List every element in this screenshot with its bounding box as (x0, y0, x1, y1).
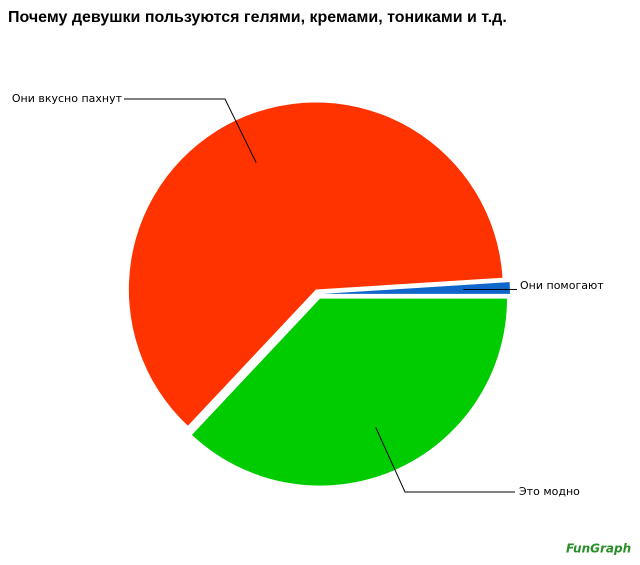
leader-line (375, 427, 515, 493)
pie-slice (322, 282, 510, 294)
slice-label: Они помогают (520, 279, 604, 292)
slice-label: Это модно (519, 485, 580, 498)
slice-label: Они вкусно пахнут (12, 92, 123, 105)
pie-slice (128, 102, 503, 426)
watermark: FunGraph (566, 542, 631, 556)
pie-slice (191, 298, 507, 486)
chart-title: Почему девушки пользуются гелями, кремам… (8, 9, 507, 26)
leader-line (124, 98, 257, 163)
